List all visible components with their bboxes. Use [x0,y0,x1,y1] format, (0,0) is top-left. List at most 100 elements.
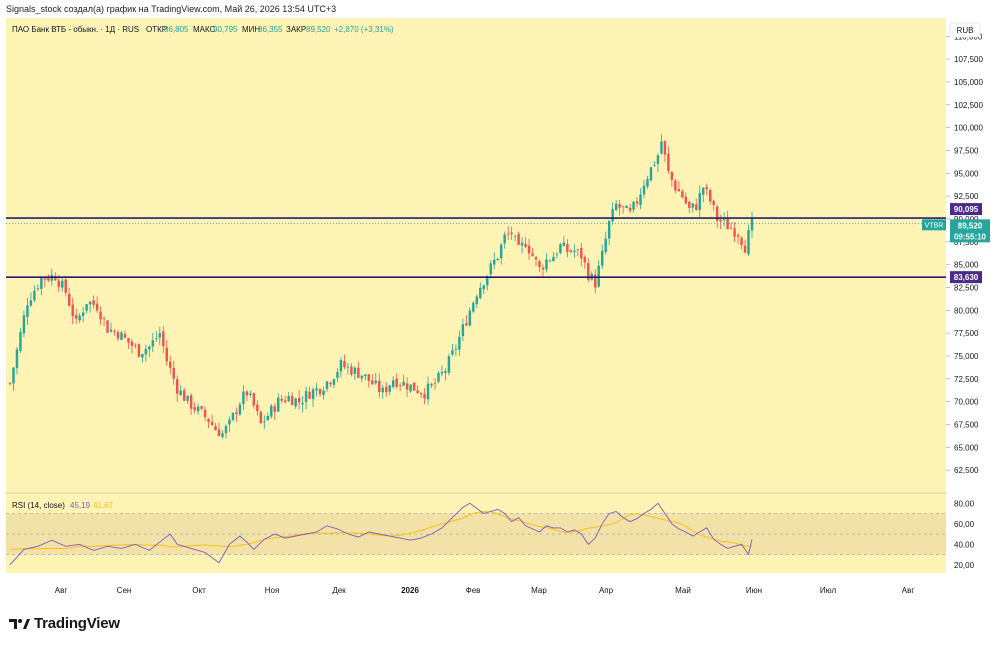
candle-body [412,382,416,391]
candle-body [695,204,698,210]
candle-body [660,141,663,154]
candle-body [492,259,496,265]
candle-body [165,347,168,362]
candle-body [74,314,78,319]
candle-body [141,353,144,358]
candle-body [120,332,123,341]
candle-body [346,366,350,368]
candle-body [733,228,736,237]
candle-body [419,393,423,395]
time-axis-label: Окт [192,586,206,595]
candle-body [54,275,57,281]
candle-body [85,304,88,311]
candle-body [726,219,729,230]
candle-body [364,374,367,377]
candle-body [583,256,587,263]
candle-body [88,301,92,305]
candle-body [189,395,193,409]
candle-body [259,411,263,424]
candle-body [155,338,158,340]
candle-body [238,404,242,415]
price-axis-label: 95,000 [954,169,979,178]
candle-body [475,296,479,305]
time-axis-label: Дек [332,586,346,595]
candle-body [573,250,576,253]
candle-body [506,233,510,235]
candle-body [308,391,311,399]
candle-body [40,277,43,289]
candle-body [29,300,33,306]
candle-body [214,426,217,431]
candle-body [61,280,64,288]
price-axis-label: 77,500 [954,329,979,338]
ticker-badge-bg [922,219,946,231]
candle-body [708,190,712,202]
candle-body [489,263,492,275]
currency-button[interactable] [949,22,981,38]
tradingview-brand[interactable]: TradingView [8,615,120,632]
candle-body [15,349,19,368]
price-axis-label: 100,000 [954,124,983,133]
candle-body [656,155,660,164]
candle-body [270,405,273,417]
countdown-badge-bg [950,230,990,243]
chart-attribution: Signals_stock создал(а) график на Tradin… [6,4,337,14]
candle-body [607,220,611,239]
candle-body [702,187,705,195]
candle-body [175,379,179,394]
candle-body [433,382,437,384]
price-axis-background[interactable] [946,18,994,608]
candle-body [47,278,50,281]
candle-body [503,234,506,244]
candle-body [566,244,569,252]
rsi-value: 45,19 [70,501,91,510]
brand-name: TradingView [34,615,120,632]
candle-body [26,305,29,318]
candle-body [740,237,743,245]
time-axis-label: Май [675,586,691,595]
ticker-badge: VTBR [925,222,944,229]
candle-body [68,293,71,306]
chart-area[interactable]: 62,500 65,000 67,500 70,000 72,500 75,000 77,5… [6,18,994,608]
candle-body [594,274,597,288]
tradingview-logo-icon [9,618,30,629]
candle-body [426,383,430,400]
candle-body [517,233,520,245]
price-axis-label: 85,000 [954,261,979,270]
time-axis-label: 2026 [401,586,419,595]
candle-body [343,361,346,368]
time-axis: Авг Сен Окт Ноя Дек 2026 Фев Мар Апр Май Июн Июл Авг [6,573,946,608]
rsi-axis-label: 40,00 [954,540,975,549]
candle-body [569,250,573,252]
candle-body [217,429,221,437]
price-pane-background[interactable] [6,18,946,493]
candle-body [670,171,674,180]
candle-body [127,337,130,343]
candle-body [576,249,580,251]
candle-body [329,382,332,385]
rsi-line [9,502,753,566]
time-axis-label: Июн [746,586,762,595]
candle-body [430,383,433,386]
candle-body [667,153,670,171]
candle-body [681,191,684,198]
candle-body [447,356,451,373]
candle-body [207,418,210,423]
rsi-ma-line [9,511,753,550]
candle-body [81,312,85,317]
candle-body [350,366,353,375]
time-axis-label: Мар [531,586,547,595]
legend-open-label: ОТКР [146,25,167,34]
candle-body [294,398,297,407]
candle-body [465,323,468,326]
price-axis-label: 107,500 [954,55,983,64]
candle-body [318,389,322,395]
legend-high-label: МАКС [193,25,216,34]
candle-body [461,324,465,337]
chart-svg[interactable]: 62,500 65,000 67,500 70,000 72,500 75,000 77,5… [6,18,994,608]
candle-body [559,244,562,254]
candle-body [705,186,708,190]
level-lower-badge-bg [950,271,982,284]
candle-body [472,302,475,312]
candle-body [451,350,454,355]
